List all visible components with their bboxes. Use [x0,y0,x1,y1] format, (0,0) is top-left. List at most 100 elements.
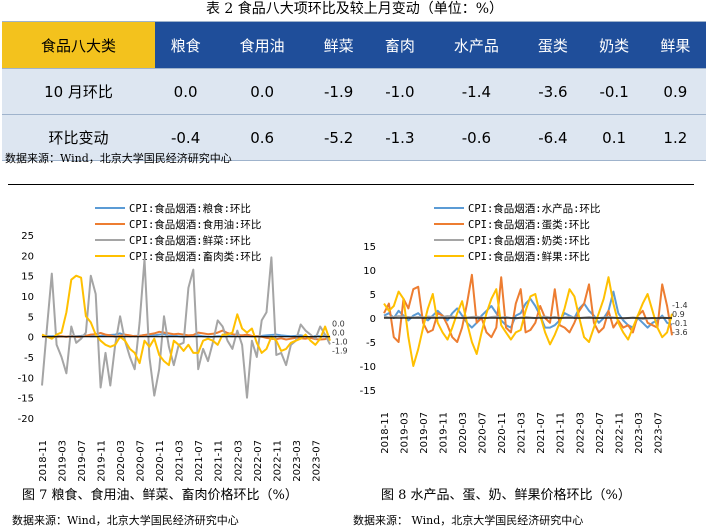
y-tick-label: -10 [18,373,34,384]
y-tick-label: 5 [28,312,34,323]
table-cell: 0.0 [216,68,309,115]
x-tick-label: 2019-07 [77,440,88,482]
legend-label: CPI:食品烟酒:奶类:环比 [468,234,590,247]
legend-label: CPI:食品烟酒:蛋类:环比 [468,218,590,231]
table-cell: -5.2 [308,114,370,161]
end-value-label: -1.4 [672,301,688,310]
table-header-cell: 鲜菜 [308,21,370,69]
x-tick-label: 2023-07 [311,440,322,482]
y-tick-label: -15 [360,386,376,397]
x-tick-label: 2020-07 [136,440,147,482]
table-source: 数据来源：Wind，北京大学国民经济研究中心 [5,152,232,165]
legend-label: CPI:食品烟酒:水产品:环比 [468,202,600,215]
x-tick-label: 2021-03 [175,440,186,482]
x-tick-label: 2021-07 [536,412,547,454]
table-row-label: 10 月环比 [2,68,155,115]
table-header-cell: 水产品 [430,21,523,69]
x-tick-label: 2022-07 [595,412,606,454]
x-tick-label: 2019-11 [439,412,450,454]
series-line [41,274,331,367]
table-cell: 0.6 [216,114,309,161]
legend-label: CPI:食品烟酒:鲜菜:环比 [129,234,251,247]
end-value-label: -3.6 [672,328,688,337]
table-cell: -1.3 [369,114,431,161]
x-tick-label: 2021-11 [556,412,567,454]
table-row: 10 月环比 0.0 0.0 -1.9 -1.0 -1.4 -3.6 -0.1 … [2,68,706,115]
table-header-cell: 畜肉 [369,21,431,69]
x-tick-label: 2023-07 [653,412,664,454]
y-tick-label: 0 [370,314,376,325]
figure7-caption: 图 7 粮食、食用油、鲜菜、畜肉价格环比（%） [22,488,298,503]
x-tick-label: 2020-07 [478,412,489,454]
figure8-caption: 图 8 水产品、蛋、奶、鲜果价格环比（%） [381,488,631,503]
table-header-cell: 鲜果 [644,21,706,69]
table-header-cell: 食品八大类 [2,21,155,69]
x-tick-label: 2020-03 [458,412,469,454]
table-cell: -1.9 [308,68,370,115]
end-value-label: -1.0 [332,338,348,347]
y-tick-label: -5 [24,353,34,364]
end-value-label: -0.1 [672,319,688,328]
y-tick-label: -10 [360,362,376,373]
x-tick-label: 2020-11 [155,440,166,482]
table-cell: 0.0 [155,68,217,115]
y-tick-label: 10 [363,266,376,277]
food-table: 食品八大类 粮食 食用油 鲜菜 畜肉 水产品 蛋类 奶类 鲜果 10 月环比 0… [2,21,706,161]
x-tick-label: 2022-03 [575,412,586,454]
x-tick-label: 2019-03 [400,412,411,454]
section-divider [8,184,694,185]
legend-label: CPI:食品烟酒:食用油:环比 [129,218,261,231]
x-tick-label: 2022-03 [233,440,244,482]
table-cell: -0.4 [155,114,217,161]
table-cell: -0.6 [430,114,523,161]
table-header-cell: 奶类 [583,21,645,69]
y-tick-label: 0 [28,333,34,344]
table-cell: -3.6 [522,68,584,115]
table-cell: -0.1 [583,68,645,115]
chart-fig7: CPI:食品烟酒:粮食:环比 CPI:食品烟酒:食用油:环比 CPI:食品烟酒:鲜菜… [18,202,348,482]
table-header-cell: 蛋类 [522,21,584,69]
y-tick-label: 15 [363,242,376,253]
series-line [383,273,673,343]
table-cell: 0.9 [644,68,706,115]
legend-label: CPI:食品烟酒:粮食:环比 [129,202,251,215]
y-tick-label: 15 [21,272,34,283]
table-header-cell: 粮食 [155,21,217,69]
y-tick-label: 5 [370,290,376,301]
table-cell: 1.2 [644,114,706,161]
x-tick-label: 2022-11 [614,412,625,454]
y-tick-label: -20 [18,414,34,425]
chart-fig8: CPI:食品烟酒:水产品:环比 CPI:食品烟酒:蛋类:环比 CPI:食品烟酒:奶类… [360,202,688,454]
x-tick-label: 2018-11 [380,412,391,454]
end-value-label: 0.0 [332,329,345,338]
x-tick-label: 2022-11 [272,440,283,482]
table-cell: -1.0 [369,68,431,115]
x-tick-label: 2021-03 [517,412,528,454]
x-tick-label: 2021-07 [194,440,205,482]
x-tick-label: 2021-11 [214,440,225,482]
table-cell: 0.1 [583,114,645,161]
y-tick-label: 25 [21,231,34,242]
series-line [41,329,331,341]
x-tick-label: 2018-11 [38,440,49,482]
table-row: 环比变动 -0.4 0.6 -5.2 -1.3 -0.6 -6.4 0.1 1.… [2,114,706,161]
x-tick-label: 2020-03 [116,440,127,482]
series-line [41,256,331,399]
y-tick-label: -15 [18,394,34,405]
x-tick-label: 2019-03 [58,440,69,482]
legend-label: CPI:食品烟酒:鲜果:环比 [468,250,590,263]
end-value-label: -1.9 [332,347,348,356]
figure8-source: 数据来源： Wind，北京大学国民经济研究中心 [353,514,584,527]
x-tick-label: 2019-11 [97,440,108,482]
y-tick-label: 10 [21,292,34,303]
x-tick-label: 2020-11 [497,412,508,454]
series-line [383,276,673,367]
table-cell: -6.4 [522,114,584,161]
table-row-label: 环比变动 [2,114,155,161]
end-value-label: 0.9 [672,310,685,319]
figure7-source: 数据来源：Wind，北京大学国民经济研究中心 [12,514,239,527]
x-tick-label: 2023-03 [292,440,303,482]
legend-label: CPI:食品烟酒:畜肉类:环比 [129,250,261,263]
x-tick-label: 2019-07 [419,412,430,454]
table-header-cell: 食用油 [216,21,309,69]
